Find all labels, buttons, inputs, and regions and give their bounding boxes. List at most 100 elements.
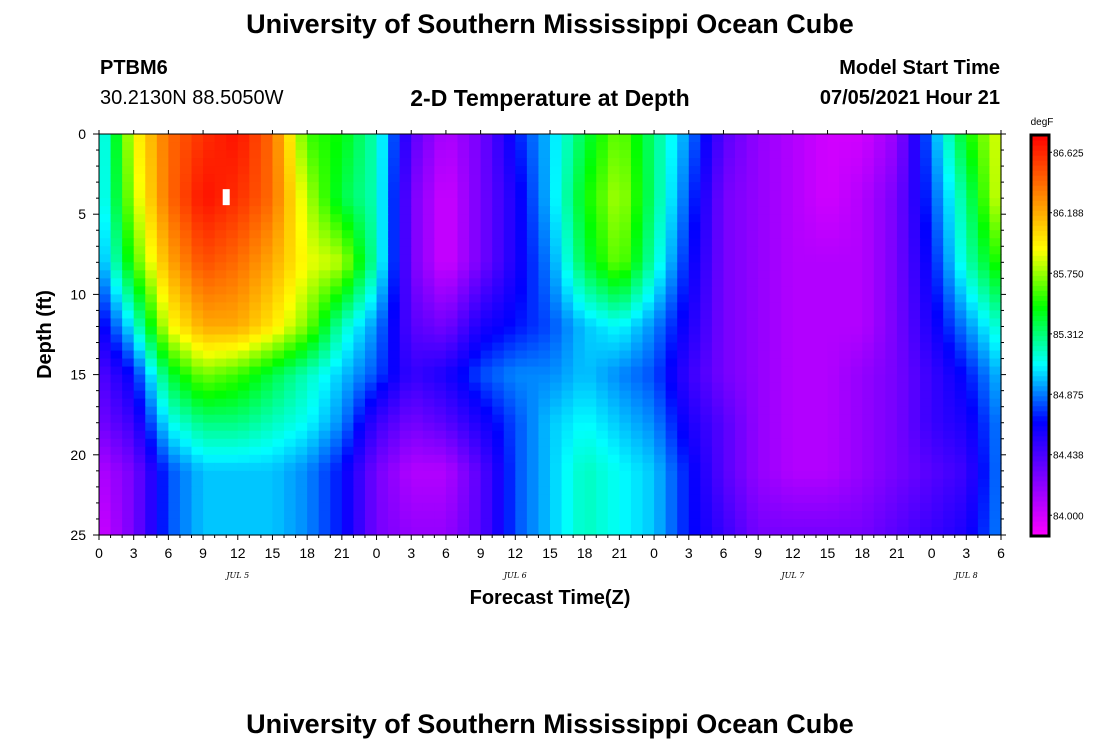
heatmap-cell	[364, 454, 378, 464]
heatmap-cell	[700, 358, 713, 368]
heatmap-cell	[688, 342, 701, 352]
heatmap-cell	[260, 382, 274, 392]
heatmap-cell	[388, 302, 401, 312]
heatmap-cell	[827, 478, 840, 488]
heatmap-cell	[376, 374, 389, 384]
heatmap-cell	[804, 198, 817, 207]
heatmap-cell	[145, 262, 158, 271]
colorbar-band	[1031, 265, 1049, 271]
heatmap-cell	[284, 414, 297, 424]
heatmap-cell	[758, 510, 771, 520]
heatmap-cell	[156, 214, 169, 223]
heatmap-cell	[307, 302, 320, 312]
heatmap-cell	[723, 302, 736, 312]
heatmap-cell	[677, 222, 690, 231]
heatmap-cell	[630, 342, 644, 352]
heatmap-cell	[607, 494, 620, 504]
heatmap-cell	[584, 446, 597, 456]
heatmap-cell	[330, 214, 343, 223]
heatmap-cell	[769, 166, 782, 175]
heatmap-cell	[422, 430, 435, 440]
heatmap-cell	[341, 406, 355, 416]
heatmap-cell	[469, 366, 482, 376]
heatmap-cell	[214, 478, 227, 488]
heatmap-cell	[781, 134, 794, 143]
heatmap-cell	[434, 374, 447, 384]
heatmap-cell	[561, 246, 574, 255]
heatmap-cell	[480, 198, 493, 207]
heatmap-cell	[700, 374, 713, 384]
colorbar-band	[1031, 435, 1049, 442]
heatmap-cell	[249, 150, 262, 159]
heatmap-cell	[700, 174, 713, 183]
heatmap-cell	[815, 206, 829, 215]
heatmap-cell	[457, 398, 470, 408]
heatmap-cell	[573, 342, 586, 352]
heatmap-cell	[654, 358, 667, 368]
heatmap-cell	[214, 422, 227, 432]
heatmap-cell	[145, 142, 158, 151]
heatmap-cell	[977, 222, 991, 231]
heatmap-cell	[284, 286, 297, 295]
heatmap-cell	[249, 182, 262, 191]
heatmap-cell	[607, 374, 620, 384]
heatmap-cell	[746, 294, 759, 304]
heatmap-cell	[815, 334, 829, 344]
heatmap-cell	[781, 510, 794, 520]
x-tick-label: 18	[577, 545, 593, 561]
heatmap-cell	[145, 174, 158, 183]
heatmap-cell	[700, 142, 713, 151]
heatmap-cell	[769, 278, 782, 287]
heatmap-cell	[711, 358, 725, 368]
heatmap-cell	[954, 422, 967, 432]
heatmap-cell	[526, 246, 540, 255]
heatmap-cell	[295, 166, 308, 175]
heatmap-cell	[908, 382, 921, 392]
heatmap-cell	[133, 158, 146, 167]
heatmap-cell	[249, 302, 262, 312]
heatmap-cell	[364, 390, 378, 400]
heatmap-cell	[110, 166, 123, 175]
x-tick-label: 0	[928, 545, 936, 561]
heatmap-cell	[376, 198, 389, 207]
heatmap-cell	[341, 254, 355, 263]
heatmap-cell	[411, 446, 424, 456]
heatmap-cell	[411, 150, 424, 159]
heatmap-cell	[931, 350, 944, 360]
heatmap-cell	[364, 342, 378, 352]
heatmap-cell	[943, 278, 956, 287]
heatmap-cell	[550, 510, 563, 520]
heatmap-cell	[839, 430, 852, 440]
heatmap-cell	[399, 198, 412, 207]
heatmap-cell	[191, 462, 204, 472]
heatmap-cell	[769, 198, 782, 207]
heatmap-cell	[885, 406, 898, 416]
heatmap-cell	[642, 174, 655, 183]
heatmap-cell	[665, 318, 678, 328]
heatmap-cell	[839, 286, 852, 295]
colorbar-band	[1031, 135, 1049, 141]
heatmap-cell	[434, 166, 447, 175]
heatmap-cell	[168, 342, 181, 352]
heatmap-cell	[769, 158, 782, 167]
heatmap-cell	[723, 134, 736, 143]
heatmap-cell	[133, 262, 146, 271]
heatmap-cell	[607, 438, 620, 448]
heatmap-cell	[607, 318, 620, 328]
heatmap-cell	[122, 374, 135, 384]
heatmap-cell	[469, 374, 482, 384]
heatmap-cell	[480, 374, 493, 384]
heatmap-cell	[931, 310, 944, 320]
heatmap-cell	[214, 462, 227, 472]
heatmap-cell	[584, 246, 597, 255]
heatmap-cell	[388, 166, 401, 175]
heatmap-cell	[677, 494, 690, 504]
heatmap-cell	[538, 238, 551, 247]
heatmap-cell	[422, 206, 435, 215]
heatmap-cell	[122, 398, 135, 408]
heatmap-cell	[804, 142, 817, 151]
heatmap-cell	[781, 318, 794, 328]
heatmap-cell	[735, 446, 748, 456]
heatmap-cell	[746, 190, 759, 199]
heatmap-cell	[364, 382, 378, 392]
